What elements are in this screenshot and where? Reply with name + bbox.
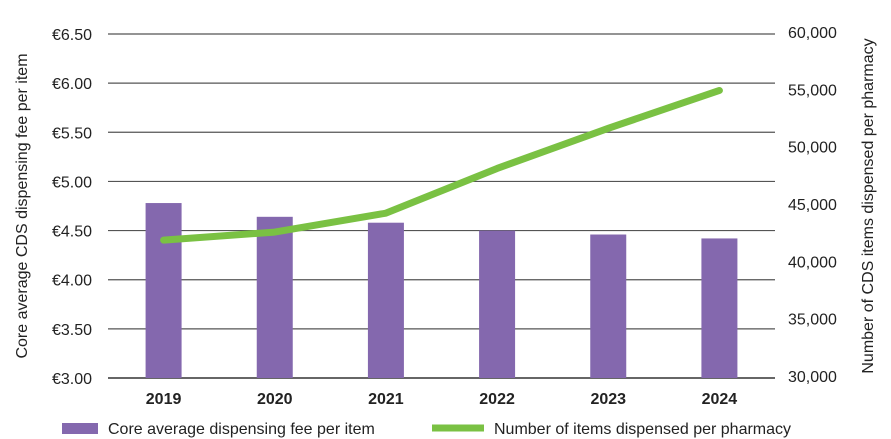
y2-axis-label: Number of CDS items dispensed per pharma… [860,38,877,373]
y2-tick-label: 40,000 [788,254,837,271]
y-tick-label: €4.50 [52,224,92,241]
y-tick-label: €3.00 [52,371,92,388]
bar-2022 [479,230,516,378]
bar-2019 [145,203,182,378]
bar-2023 [590,234,627,378]
y2-tick-label: 50,000 [788,140,837,157]
x-tick-label: 2021 [368,391,404,408]
x-tick-label: 2024 [702,391,738,408]
y-tick-label: €5.50 [52,125,92,142]
bar-2020 [256,216,293,378]
bar-2024 [701,238,738,378]
y-tick-label: €3.50 [52,322,92,339]
line-series [160,86,723,244]
y2-tick-label: 60,000 [788,25,837,42]
y2-tick-label: 30,000 [788,369,837,386]
x-tick-label: 2022 [479,391,515,408]
legend-bar-label: Core average dispensing fee per item [108,421,375,438]
x-tick-label: 2019 [146,391,182,408]
x-tick-label: 2020 [257,391,293,408]
y2-tick-label: 35,000 [788,312,837,329]
y-tick-label: €4.00 [52,273,92,290]
legend-line-label: Number of items dispensed per pharmacy [494,421,791,438]
y2-tick-label: 55,000 [788,82,837,99]
x-tick-label: 2023 [590,391,626,408]
y-axis-label: Core average CDS dispensing fee per item [14,53,31,358]
bar-2021 [367,222,404,378]
y-tick-label: €6.00 [52,76,92,93]
legend-bar-swatch [62,423,98,434]
y-tick-label: €5.00 [52,174,92,191]
y2-tick-label: 45,000 [788,197,837,214]
y-tick-label: €6.50 [52,27,92,44]
